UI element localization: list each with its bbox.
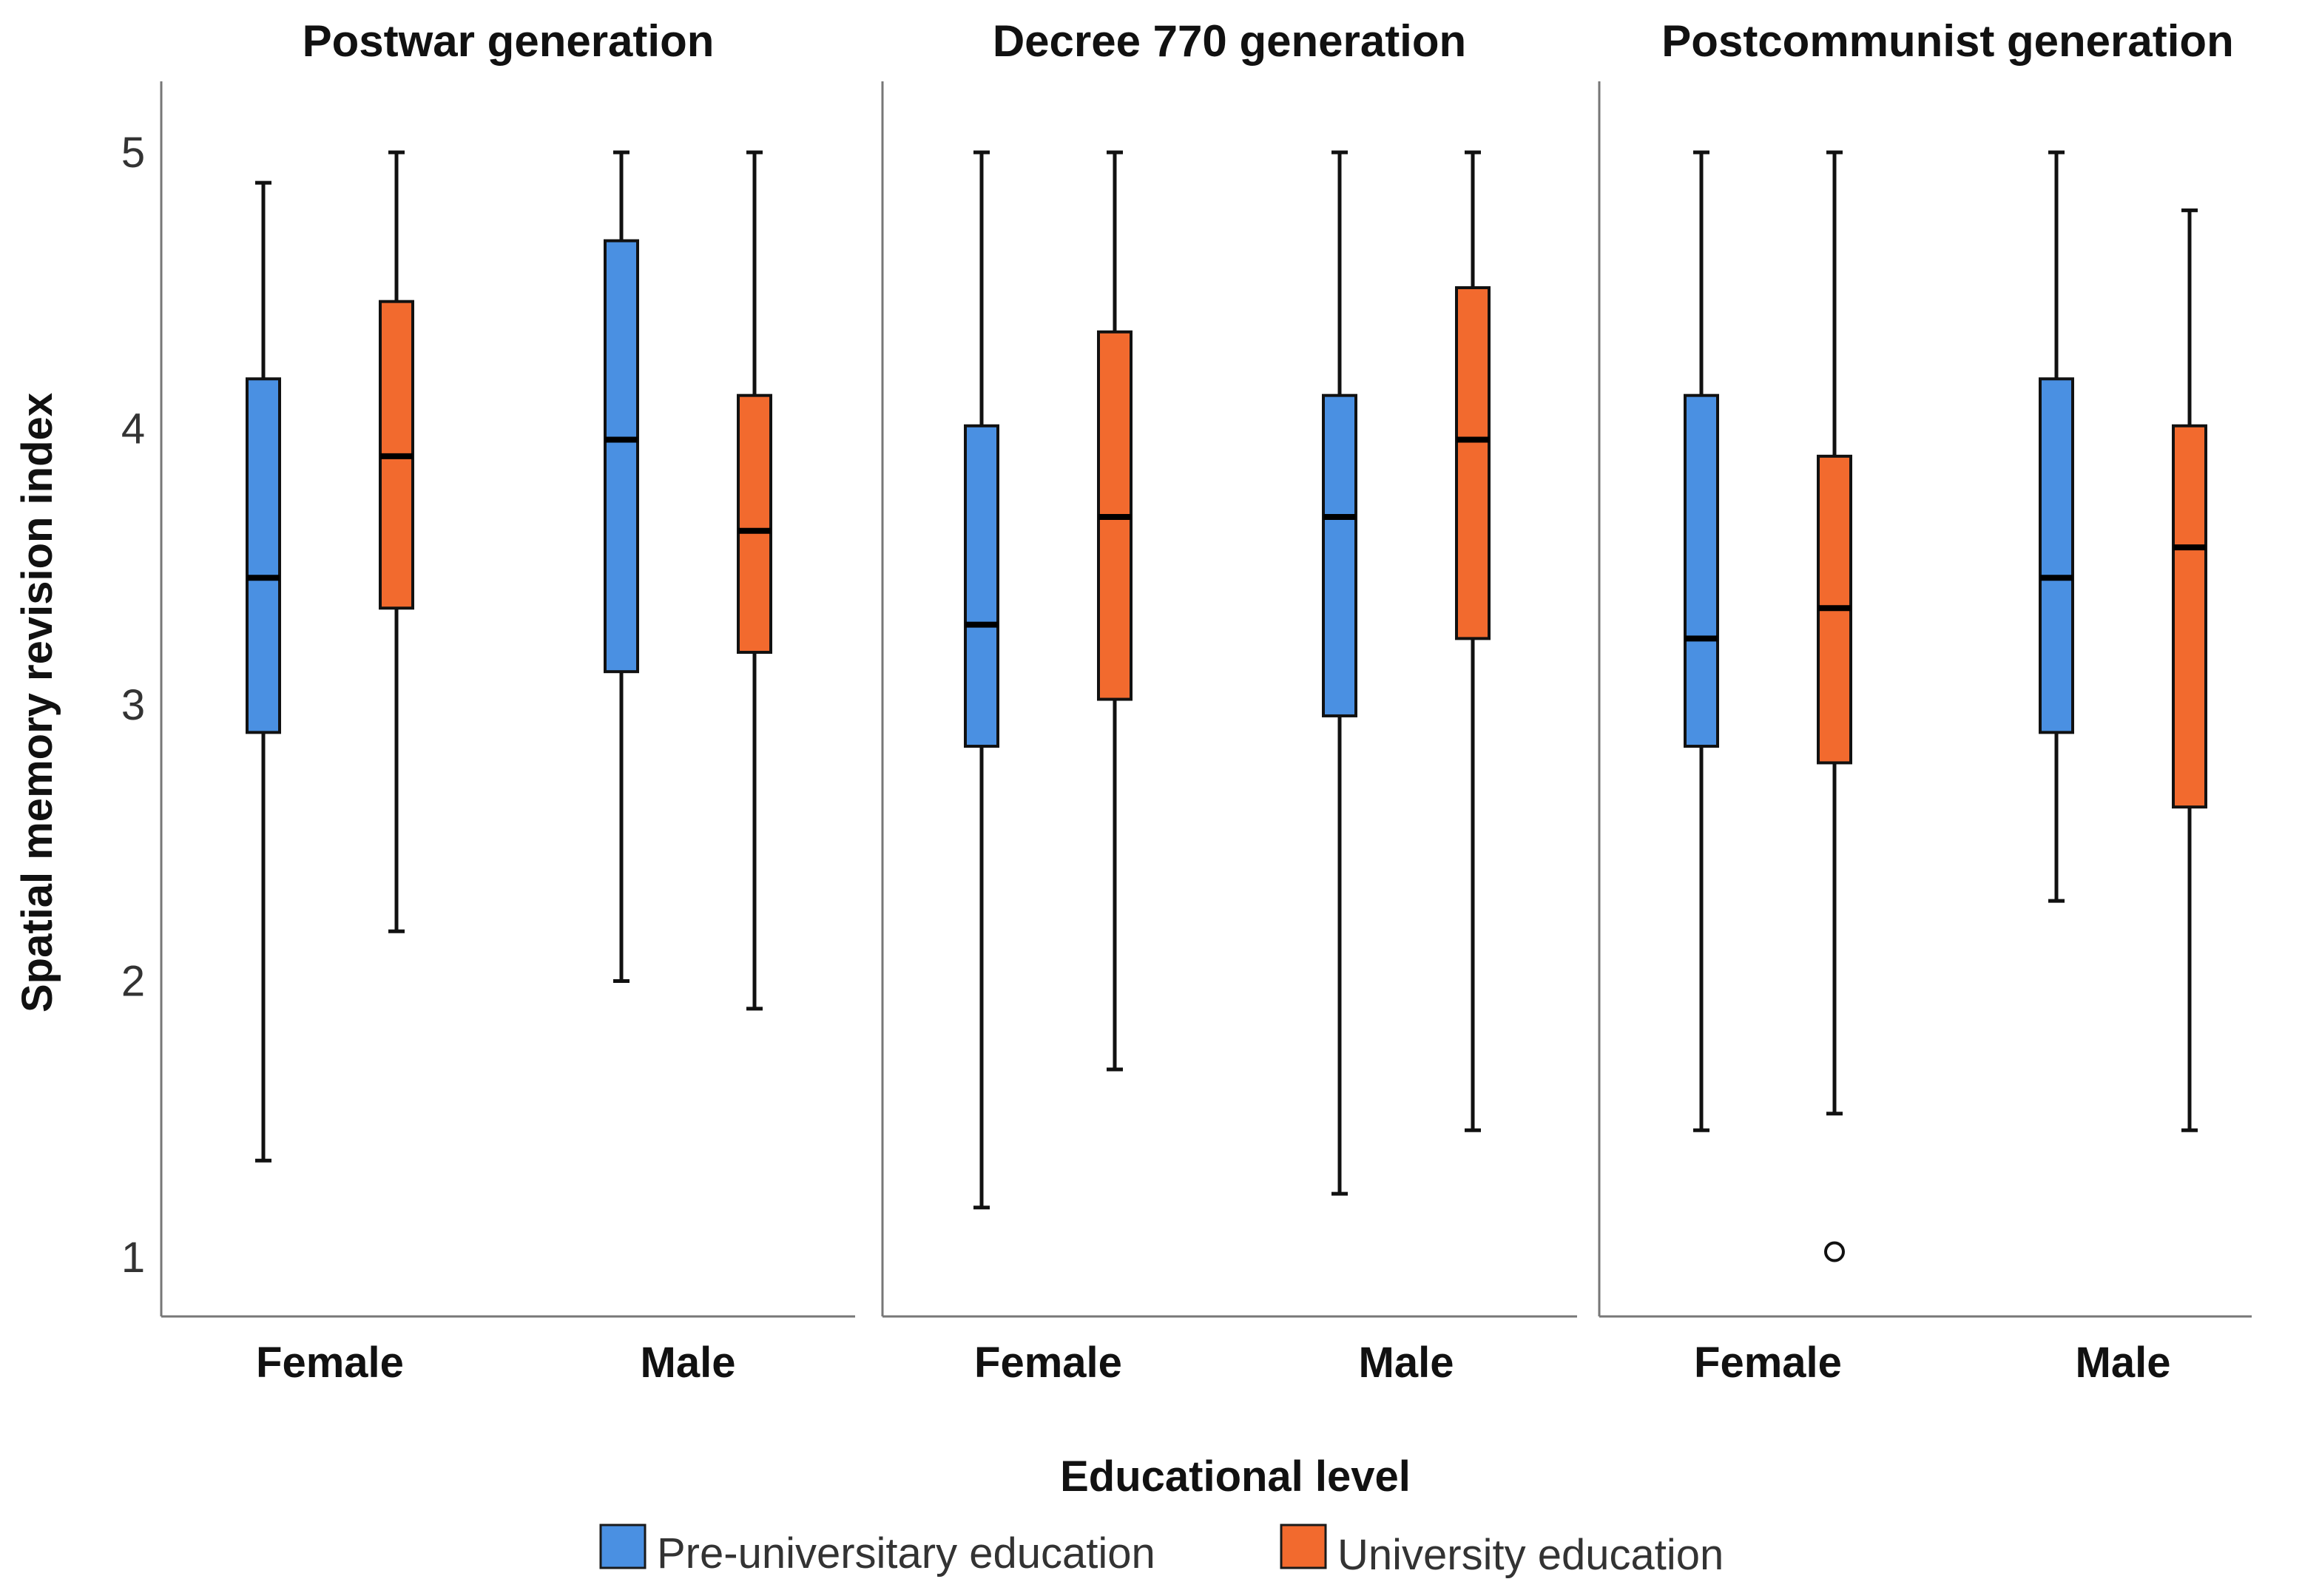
- box-marks: [246, 150, 2207, 1262]
- box-female-pre-universitary-iqr: [964, 424, 999, 748]
- y-axis-title: Spatial memory revision index: [13, 393, 61, 1012]
- y-tick-label: 3: [121, 681, 145, 729]
- panel-decree-770: Decree 770 generation Female Male: [974, 16, 1466, 1387]
- legend-swatch-pre-universitary: [599, 1524, 647, 1569]
- legend-label-pre-universitary: Pre-universitary education: [657, 1529, 1155, 1578]
- y-axis-ticks: 1 2 3 4 5: [121, 129, 145, 1282]
- panel-title-decree-770: Decree 770 generation: [993, 16, 1466, 66]
- category-label-male: Male: [1359, 1339, 1454, 1387]
- box-male-pre-universitary-iqr: [604, 239, 639, 674]
- category-label-male: Male: [641, 1339, 736, 1387]
- panel-axes: [160, 81, 2252, 1318]
- panel-title-postwar: Postwar generation: [303, 16, 715, 66]
- box-male-university-iqr: [737, 393, 772, 655]
- box-female-pre-universitary-iqr: [246, 377, 281, 734]
- box-male-pre-universitary-iqr: [1322, 393, 1357, 717]
- y-tick-label: 5: [121, 129, 145, 177]
- panel-title-postcommunist: Postcommunist generation: [1661, 16, 2233, 66]
- box-male-pre-universitary-iqr: [2039, 377, 2074, 734]
- box-female-pre-universitary-iqr: [1684, 393, 1719, 748]
- legend: Pre-universitary education University ed…: [599, 1524, 1724, 1579]
- panel-postcommunist: Postcommunist generation Female Male: [1661, 16, 2233, 1387]
- legend-label-university: University education: [1337, 1531, 1724, 1579]
- x-axis-title: Educational level: [1060, 1453, 1411, 1501]
- legend-swatch-university: [1280, 1524, 1327, 1569]
- category-label-female: Female: [256, 1339, 404, 1387]
- box-male-university-iqr: [2172, 424, 2207, 809]
- y-tick-label: 4: [121, 405, 145, 453]
- box-male-university-iqr: [1455, 286, 1491, 640]
- category-label-male: Male: [2076, 1339, 2171, 1387]
- category-label-female: Female: [1694, 1339, 1842, 1387]
- category-label-female: Female: [974, 1339, 1122, 1387]
- box-female-university-outlier: [1824, 1241, 1845, 1262]
- panel-postwar: Postwar generation Female Male: [256, 16, 735, 1387]
- y-tick-label: 1: [121, 1234, 145, 1282]
- y-tick-label: 2: [121, 958, 145, 1006]
